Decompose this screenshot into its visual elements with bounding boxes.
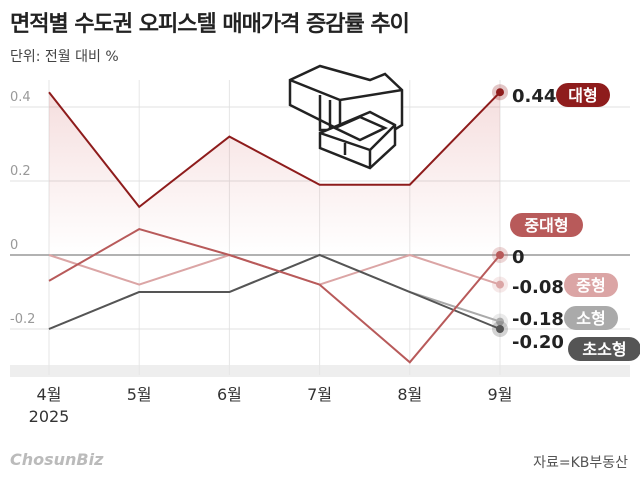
y-tick-label: 0.4 xyxy=(10,90,31,105)
series-line-중대형 xyxy=(48,228,501,364)
x-tick-label: 6월 xyxy=(217,385,242,404)
x-tick-label: 8월 xyxy=(397,385,422,404)
x-tick-label: 4월 xyxy=(37,385,62,404)
end-value-label: -0.18 xyxy=(512,309,564,330)
y-tick-label: 0.2 xyxy=(10,164,31,179)
series-badge xyxy=(510,213,583,237)
series-line-초소형 xyxy=(48,253,501,330)
series-badge xyxy=(564,273,618,297)
series-badge xyxy=(564,306,618,330)
end-marker xyxy=(496,325,504,333)
series-badge xyxy=(556,83,610,107)
end-marker xyxy=(496,280,504,289)
end-value-label: -0.20 xyxy=(512,332,564,353)
building-illustration xyxy=(288,64,404,170)
end-value-label: -0.08 xyxy=(512,277,564,298)
x-tick-label: 5월 xyxy=(127,385,152,404)
chart-subtitle: 단위: 전월 대비 % xyxy=(10,49,119,65)
x-tick-label: 9월 xyxy=(488,385,513,404)
series-area-대형 xyxy=(49,92,500,255)
series-badge-label: 대형 xyxy=(568,86,597,105)
series-badge xyxy=(568,337,640,361)
end-marker xyxy=(496,317,504,326)
series-badge-label: 중형 xyxy=(576,276,605,295)
end-marker xyxy=(496,251,504,259)
y-tick-label: 0 xyxy=(10,238,18,253)
series-line-대형 xyxy=(48,91,501,209)
x-year-label: 2025 xyxy=(29,407,70,426)
y-tick-label: -0.2 xyxy=(10,312,35,327)
chart-title: 면적별 수도권 오피스텔 매매가격 증감률 추이 xyxy=(10,12,410,37)
series-badge-label: 중대형 xyxy=(524,216,568,235)
x-tick-label: 7월 xyxy=(307,385,332,404)
end-value-label: 0 xyxy=(512,247,525,268)
end-marker xyxy=(496,88,504,97)
series-badge-label: 초소형 xyxy=(582,340,626,359)
end-value-label: 0.44 xyxy=(512,86,556,107)
source-note: 자료=KB부동산 xyxy=(533,455,628,471)
series-badge-label: 소형 xyxy=(576,309,605,328)
series-line-소형 xyxy=(48,253,501,330)
chosunbiz-logo: ChosunBiz xyxy=(10,450,104,469)
